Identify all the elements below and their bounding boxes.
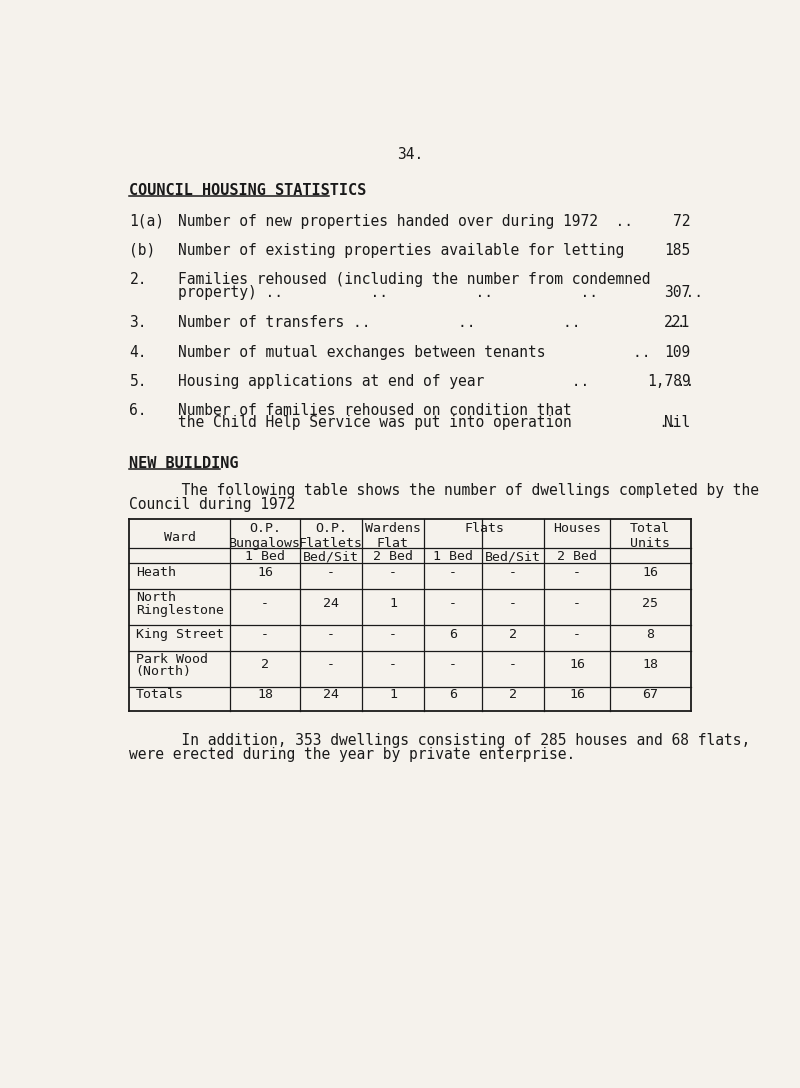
Text: 1 Bed: 1 Bed (245, 551, 285, 564)
Text: property) ..          ..          ..          ..          ..: property) .. .. .. .. .. (178, 285, 702, 299)
Text: 25: 25 (642, 597, 658, 610)
Text: 1: 1 (389, 689, 397, 702)
Text: Houses: Houses (553, 522, 601, 534)
Text: 24: 24 (323, 597, 339, 610)
Text: 221: 221 (664, 316, 690, 331)
Text: -: - (509, 658, 517, 671)
Text: North: North (136, 592, 176, 605)
Text: 72: 72 (673, 213, 690, 228)
Text: 5.: 5. (130, 374, 147, 388)
Text: -: - (449, 658, 457, 671)
Text: 307: 307 (664, 285, 690, 299)
Text: Total
Units: Total Units (630, 521, 670, 549)
Text: -: - (261, 628, 269, 641)
Text: 16: 16 (257, 566, 273, 579)
Text: the Child Help Service was put into operation          ..: the Child Help Service was put into oper… (178, 416, 676, 431)
Text: 3.: 3. (130, 316, 147, 331)
Text: 2: 2 (509, 628, 517, 641)
Text: 16: 16 (569, 689, 585, 702)
Text: 18: 18 (642, 658, 658, 671)
Text: -: - (327, 628, 335, 641)
Text: Park Wood: Park Wood (136, 653, 208, 666)
Text: Number of mutual exchanges between tenants          ..: Number of mutual exchanges between tenan… (178, 345, 650, 360)
Text: Number of existing properties available for letting: Number of existing properties available … (178, 243, 624, 258)
Text: 1,789: 1,789 (647, 374, 690, 388)
Text: Nil: Nil (664, 416, 690, 431)
Text: Wardens
Flat: Wardens Flat (365, 522, 421, 549)
Text: 34.: 34. (397, 148, 423, 162)
Text: O.P.
Bungalows: O.P. Bungalows (229, 522, 301, 549)
Text: 185: 185 (664, 243, 690, 258)
Text: 1 Bed: 1 Bed (433, 551, 473, 564)
Text: 4.: 4. (130, 345, 147, 360)
Text: Ward: Ward (164, 531, 196, 544)
Text: O.P.
Flatlets: O.P. Flatlets (299, 522, 363, 549)
Text: -: - (389, 628, 397, 641)
Text: 6: 6 (449, 628, 457, 641)
Text: Bed/Sit: Bed/Sit (303, 551, 359, 564)
Text: -: - (261, 597, 269, 610)
Text: (North): (North) (136, 666, 192, 679)
Text: -: - (449, 566, 457, 579)
Text: Heath: Heath (136, 566, 176, 579)
Text: -: - (573, 628, 581, 641)
Text: Number of new properties handed over during 1972  ..: Number of new properties handed over dur… (178, 213, 633, 228)
Text: 1: 1 (389, 597, 397, 610)
Text: -: - (327, 658, 335, 671)
Text: (b): (b) (130, 243, 156, 258)
Text: 2: 2 (261, 658, 269, 671)
Text: 1(a): 1(a) (130, 213, 165, 228)
Text: 6: 6 (449, 689, 457, 702)
Text: 2 Bed: 2 Bed (557, 551, 597, 564)
Text: 18: 18 (257, 689, 273, 702)
Text: Flats: Flats (464, 522, 504, 534)
Text: Bed/Sit: Bed/Sit (485, 551, 541, 564)
Text: 2 Bed: 2 Bed (373, 551, 413, 564)
Text: King Street: King Street (136, 628, 224, 641)
Text: Number of transfers ..          ..          ..          ..: Number of transfers .. .. .. .. (178, 316, 685, 331)
Text: -: - (327, 566, 335, 579)
Text: Totals: Totals (136, 689, 184, 702)
Text: NEW BUILDING: NEW BUILDING (130, 456, 239, 470)
Text: -: - (509, 566, 517, 579)
Text: Ringlestone: Ringlestone (136, 604, 224, 617)
Text: 16: 16 (569, 658, 585, 671)
Text: -: - (509, 597, 517, 610)
Text: 67: 67 (642, 689, 658, 702)
Text: 8: 8 (646, 628, 654, 641)
Text: -: - (573, 597, 581, 610)
Text: 16: 16 (642, 566, 658, 579)
Text: 109: 109 (664, 345, 690, 360)
Text: 2.: 2. (130, 272, 147, 287)
Text: Number of families rehoused on condition that: Number of families rehoused on condition… (178, 404, 571, 418)
Text: In addition, 353 dwellings consisting of 285 houses and 68 flats,: In addition, 353 dwellings consisting of… (130, 732, 750, 747)
Text: Families rehoused (including the number from condemned: Families rehoused (including the number … (178, 272, 650, 287)
Text: COUNCIL HOUSING STATISTICS: COUNCIL HOUSING STATISTICS (130, 183, 366, 198)
Text: 24: 24 (323, 689, 339, 702)
Text: -: - (449, 597, 457, 610)
Text: Housing applications at end of year          ..          ..: Housing applications at end of year .. .… (178, 374, 694, 388)
Text: -: - (389, 658, 397, 671)
Text: were erected during the year by private enterprise.: were erected during the year by private … (130, 746, 576, 762)
Text: 2: 2 (509, 689, 517, 702)
Text: -: - (573, 566, 581, 579)
Text: -: - (389, 566, 397, 579)
Text: 6.: 6. (130, 404, 147, 418)
Text: The following table shows the number of dwellings completed by the: The following table shows the number of … (130, 483, 759, 498)
Text: Council during 1972: Council during 1972 (130, 497, 296, 512)
